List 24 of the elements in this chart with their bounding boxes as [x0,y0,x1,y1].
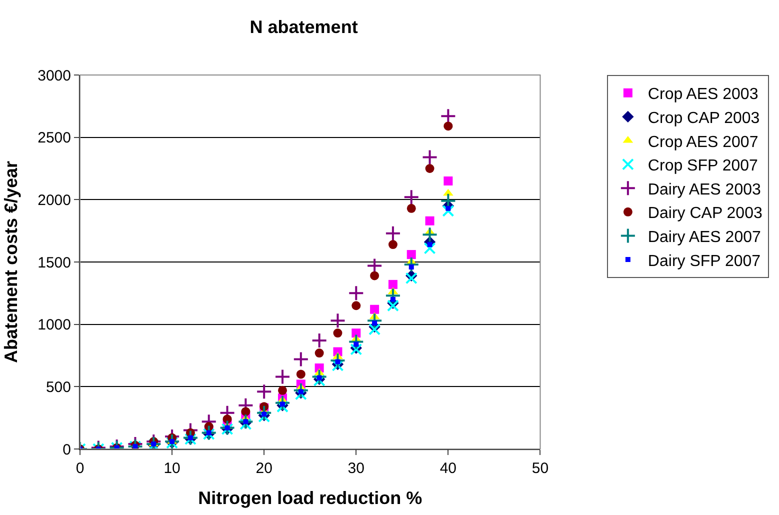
x-tick-label: 40 [440,460,457,477]
legend-label: Crop SFP 2007 [648,158,758,175]
x-tick-label: 10 [164,460,180,477]
legend-label: Dairy AES 2003 [648,181,761,198]
legend-label: Crop CAP 2003 [648,110,760,127]
x-tick-label: 0 [76,460,84,477]
chart-title: N abatement [250,17,358,38]
y-tick-label: 1500 [38,254,71,272]
x-tick-label: 30 [348,460,364,477]
legend-label: Dairy CAP 2003 [648,205,762,222]
y-axis-title: Abatement costs €/year [0,160,21,364]
y-tick-label: 0 [62,441,71,458]
y-tick-label: 2000 [38,192,71,209]
y-tick-label: 3000 [38,67,71,84]
legend-label: Crop AES 2003 [648,86,758,104]
x-tick-label: 20 [256,460,272,477]
y-tick-label: 1000 [38,316,71,334]
legend-label: Crop AES 2007 [648,134,758,151]
y-tick-label: 500 [46,378,71,396]
x-tick-label: 50 [532,460,549,477]
y-tick-label: 2500 [38,130,71,147]
legend-label: Dairy AES 2007 [648,228,761,246]
x-axis-title: Nitrogen load reduction % [198,488,422,508]
legend-label: Dairy SFP 2007 [648,252,761,270]
